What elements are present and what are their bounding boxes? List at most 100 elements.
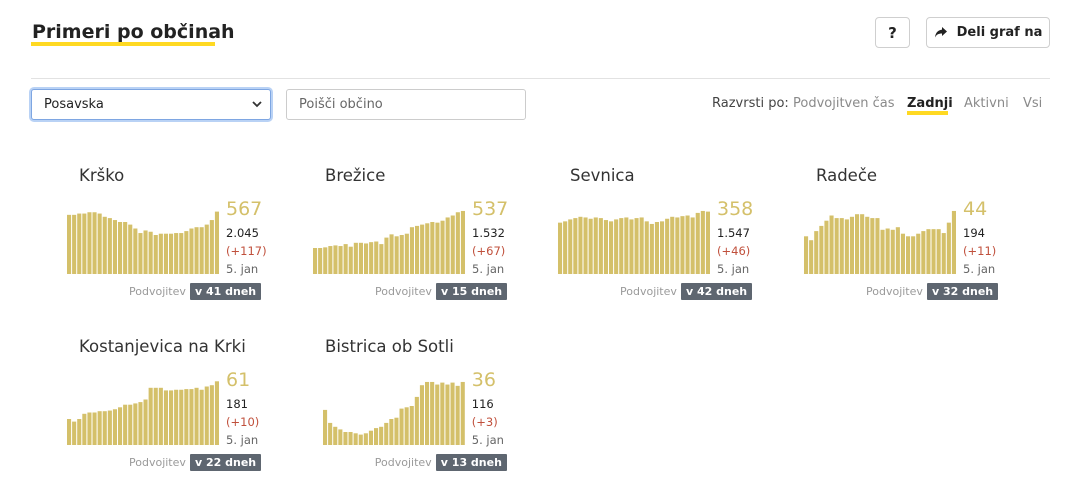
municipality-card[interactable]: Kostanjevica na Krki 61 181 (+10) 5. jan v 22…: [67, 331, 276, 491]
chart-bar: [184, 389, 189, 445]
chart-bar: [895, 227, 900, 274]
chart-bar: [870, 218, 875, 274]
chart-bar: [358, 434, 363, 445]
sort-label: Razvrsti po:: [712, 96, 789, 111]
chart-bar: [394, 417, 399, 445]
chart-bar: [614, 219, 619, 274]
chart-bar: [563, 221, 568, 274]
chart-bar: [343, 244, 348, 274]
chart-bar: [313, 248, 318, 274]
doubling-badge: v 15 dneh: [436, 283, 508, 300]
chart-bar: [675, 217, 680, 274]
chart-bar: [82, 213, 87, 274]
region-select[interactable]: Posavska: [31, 89, 271, 120]
sort-option-doubling[interactable]: Podvojitven čas: [793, 96, 895, 111]
sort-option-active[interactable]: Aktivni: [964, 96, 1009, 111]
daily-change-value: (+11): [963, 244, 997, 258]
share-button[interactable]: Deli graf na: [926, 17, 1050, 48]
chart-bar: [379, 426, 384, 445]
chart-bar: [455, 385, 460, 445]
chart-bar: [644, 221, 649, 274]
chart-bar: [583, 217, 588, 274]
sort-option-latest[interactable]: Zadnji: [907, 96, 953, 111]
chart-bar: [875, 218, 880, 274]
sort-option-all[interactable]: Vsi: [1023, 96, 1043, 111]
help-button-label: ?: [888, 23, 897, 42]
daily-change-value: (+117): [226, 244, 267, 258]
date-label: 5. jan: [226, 262, 259, 276]
chart-bar: [92, 412, 97, 445]
chart-bar: [430, 381, 435, 445]
chart-bar: [695, 212, 700, 274]
chart-bar: [199, 227, 204, 274]
chart-bar: [169, 233, 174, 274]
chart-bar: [865, 216, 870, 274]
chart-bar: [404, 407, 409, 445]
sparkline-chart: [313, 210, 465, 274]
chart-bar: [369, 242, 374, 274]
chart-bar: [690, 217, 695, 274]
municipality-card[interactable]: Sevnica 358 1.547 (+46) 5. jan v 42 dneh Podvo…: [558, 160, 767, 320]
chart-bar: [425, 223, 430, 274]
chart-bar: [153, 235, 158, 274]
doubling-badge: v 41 dneh: [190, 283, 262, 300]
chart-bar: [163, 233, 168, 274]
municipality-name: Sevnica: [570, 166, 635, 185]
chart-bar: [420, 224, 425, 274]
chart-bar: [880, 229, 885, 274]
chart-bar: [660, 221, 665, 274]
chart-bar: [578, 216, 583, 274]
total-cases-value: 194: [963, 226, 985, 240]
date-label: 5. jan: [226, 433, 259, 447]
chart-bar: [814, 231, 819, 274]
doubling-badge: v 22 dneh: [190, 454, 262, 471]
chart-bar: [619, 218, 624, 274]
chart-bar: [123, 404, 128, 445]
chart-bar: [102, 216, 107, 274]
doubling-label: Podvojitev: [129, 456, 186, 469]
chart-bar: [368, 430, 373, 445]
date-label: 5. jan: [963, 262, 996, 276]
municipality-card[interactable]: Bistrica ob Sotli 36 116 (+3) 5. jan v 13 dne…: [322, 331, 522, 491]
chart-bar: [911, 236, 916, 274]
chart-bar: [384, 422, 389, 445]
chart-bar: [819, 225, 824, 274]
chart-bar: [379, 244, 384, 274]
help-button[interactable]: ?: [875, 17, 910, 48]
chart-bar: [399, 235, 404, 274]
municipality-card[interactable]: Krško 567 2.045 (+117) 5. jan v 41 dneh Podvoj…: [67, 160, 276, 320]
active-cases-value: 567: [226, 198, 263, 220]
chart-bar: [829, 215, 834, 274]
chart-bar: [209, 220, 214, 274]
chart-bar: [700, 210, 705, 274]
chart-bar: [440, 382, 445, 445]
chart-bar: [189, 228, 194, 274]
chart-bar: [112, 409, 117, 445]
chart-bar: [143, 230, 148, 274]
chart-bar: [906, 236, 911, 274]
doubling-badge: v 13 dneh: [435, 454, 507, 471]
chart-bar: [338, 429, 343, 445]
chart-bar: [455, 212, 460, 274]
chart-bar: [363, 433, 368, 445]
chart-bar: [133, 403, 138, 445]
chart-bar: [148, 387, 153, 445]
page-title: Primeri po občinah: [32, 21, 235, 43]
chart-bar: [323, 247, 328, 274]
municipality-card[interactable]: Radeče 44 194 (+11) 5. jan v 32 dneh Podvojite…: [804, 160, 1013, 320]
municipality-search-input[interactable]: [286, 89, 526, 120]
chart-bar: [204, 386, 209, 445]
municipality-name: Kostanjevica na Krki: [79, 337, 246, 356]
chart-bar: [128, 404, 133, 445]
chart-bar: [654, 222, 659, 274]
chart-bar: [460, 210, 465, 274]
doubling-badge: v 32 dneh: [927, 283, 999, 300]
chart-bar: [333, 426, 338, 445]
chart-bar: [179, 233, 184, 274]
chart-bar: [568, 219, 573, 274]
chart-bar: [430, 222, 435, 274]
chart-bar: [189, 389, 194, 445]
chart-bar: [97, 213, 102, 274]
municipality-card[interactable]: Brežice 537 1.532 (+67) 5. jan v 15 dneh Podvo…: [313, 160, 522, 320]
chart-bar: [199, 389, 204, 445]
